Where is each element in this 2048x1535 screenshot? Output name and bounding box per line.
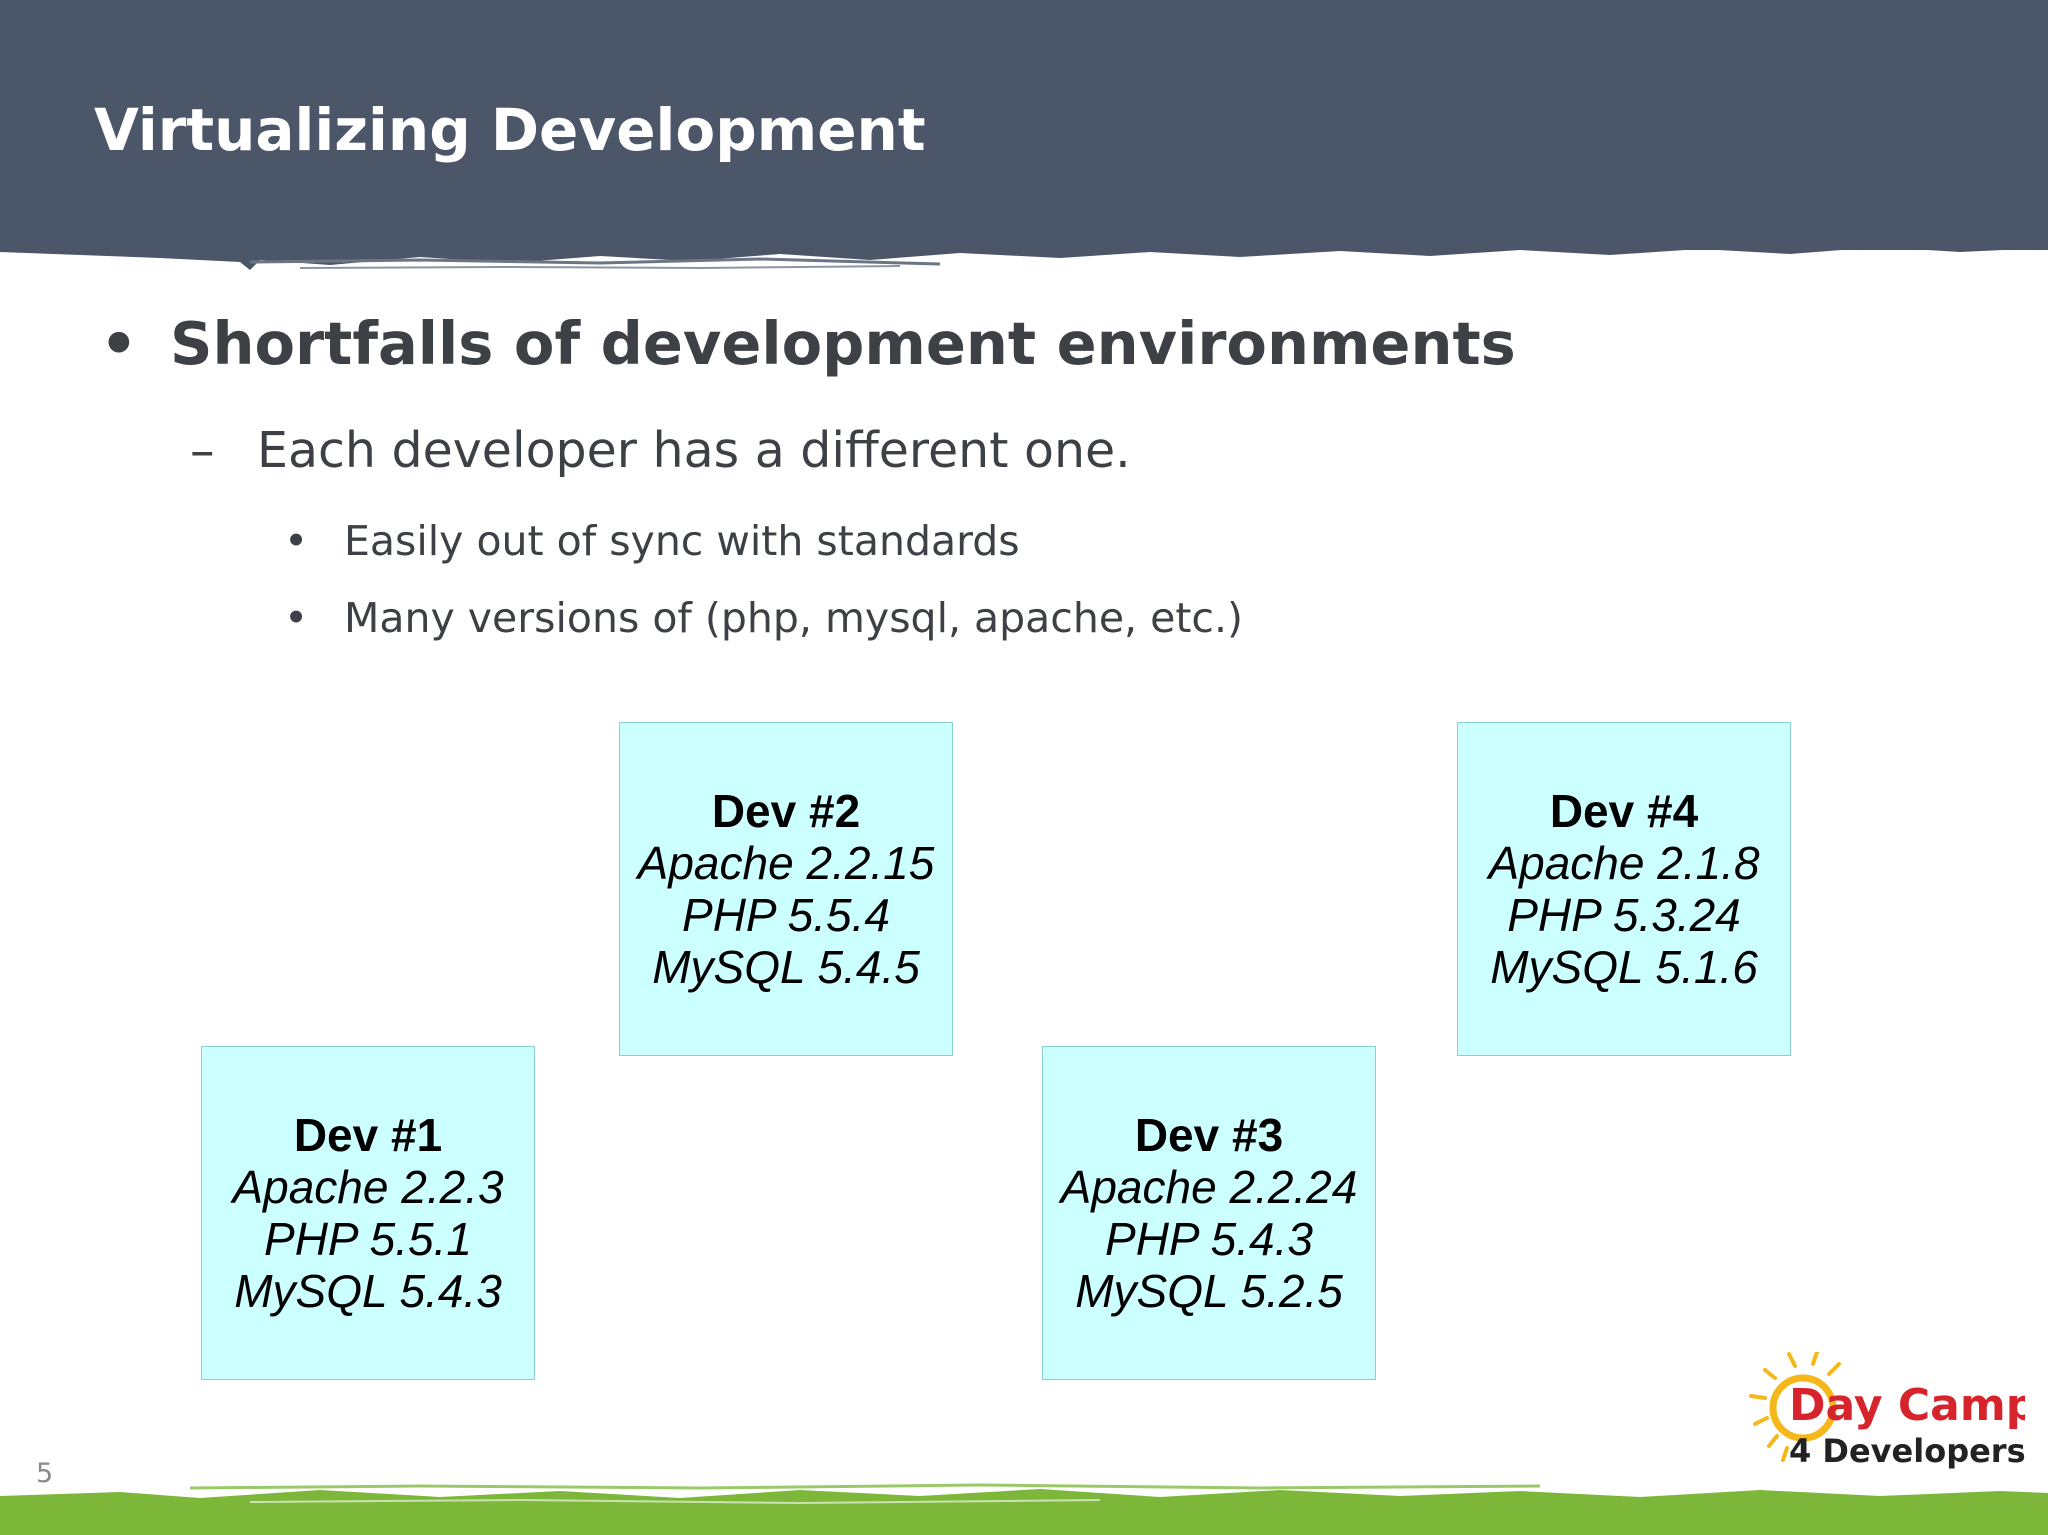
dev-box-1: Dev #1 Apache 2.2.3 PHP 5.5.1 MySQL 5.4.… xyxy=(201,1046,535,1380)
logo-line-2: 4 Developers xyxy=(1789,1432,2025,1470)
apache-version: Apache 2.2.3 xyxy=(232,1161,504,1213)
dev-box-3: Dev #3 Apache 2.2.24 PHP 5.4.3 MySQL 5.2… xyxy=(1042,1046,1376,1380)
dash-marker: – xyxy=(190,422,215,479)
bullet-text: Shortfalls of development environments xyxy=(170,309,1516,378)
dev-name: Dev #3 xyxy=(1134,1109,1284,1161)
dev-box-4: Dev #4 Apache 2.1.8 PHP 5.3.24 MySQL 5.1… xyxy=(1457,722,1791,1056)
logo-line-1: Day Camp xyxy=(1789,1380,2025,1431)
php-version: PHP 5.4.3 xyxy=(1105,1213,1313,1265)
dev-name: Dev #2 xyxy=(711,785,861,837)
dev-name: Dev #1 xyxy=(293,1109,443,1161)
bullet-marker: • xyxy=(284,517,309,565)
title-bar xyxy=(0,0,2048,250)
php-version: PHP 5.5.4 xyxy=(682,889,890,941)
day-camp-logo: Day Camp 4 Developers xyxy=(1749,1352,2025,1470)
bullet-marker: • xyxy=(284,594,309,642)
bullet-marker: • xyxy=(100,309,138,378)
bullet-text: Each developer has a different one. xyxy=(257,422,1131,479)
mysql-version: MySQL 5.1.6 xyxy=(1490,941,1758,993)
dev-box-2: Dev #2 Apache 2.2.15 PHP 5.5.4 MySQL 5.4… xyxy=(619,722,953,1056)
mysql-version: MySQL 5.4.3 xyxy=(234,1265,502,1317)
slide-number: 5 xyxy=(36,1458,54,1489)
dev-name: Dev #4 xyxy=(1549,785,1699,837)
mysql-version: MySQL 5.4.5 xyxy=(652,941,920,993)
apache-version: Apache 2.2.15 xyxy=(637,837,935,889)
apache-version: Apache 2.2.24 xyxy=(1060,1161,1358,1213)
slide-title: Virtualizing Development xyxy=(94,96,926,164)
php-version: PHP 5.3.24 xyxy=(1507,889,1741,941)
brush-stroke-edge xyxy=(0,230,2048,270)
bullet-text: Many versions of (php, mysql, apache, et… xyxy=(344,594,1243,642)
php-version: PHP 5.5.1 xyxy=(264,1213,472,1265)
mysql-version: MySQL 5.2.5 xyxy=(1075,1265,1343,1317)
apache-version: Apache 2.1.8 xyxy=(1488,837,1760,889)
grass-footer xyxy=(0,1483,2048,1535)
bullet-text: Easily out of sync with standards xyxy=(344,517,1020,565)
